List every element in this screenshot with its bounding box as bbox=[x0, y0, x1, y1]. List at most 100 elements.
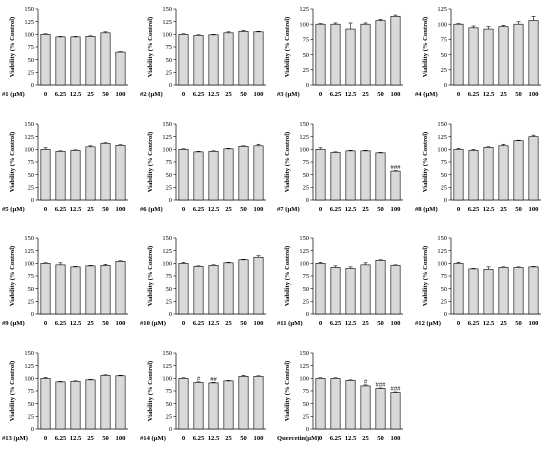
bar-0 bbox=[315, 377, 326, 429]
y-tick-label: 0 bbox=[31, 311, 34, 318]
x-category-label: 0 bbox=[319, 435, 323, 442]
x-axis-label: #11 (µM) bbox=[277, 320, 303, 327]
y-axis-label: Viability (% Control) bbox=[9, 17, 16, 77]
bar-25 bbox=[223, 262, 233, 315]
y-tick-label: 100 bbox=[299, 21, 309, 28]
x-category-label: 6.25 bbox=[467, 320, 479, 327]
y-tick-label: 100 bbox=[24, 32, 34, 39]
y-tick-label: 25 bbox=[440, 299, 446, 306]
bar-12.5 bbox=[208, 265, 218, 315]
significance-mark: ### bbox=[376, 381, 387, 388]
y-tick-label: 0 bbox=[31, 197, 34, 204]
bar-12.5 bbox=[345, 268, 356, 315]
bar-25 bbox=[360, 150, 371, 200]
x-category-label: 12.5 bbox=[207, 206, 219, 213]
chart-panel-6: 0 25 50 75 100 125 150 Viability (% Control) 0 6.… bbox=[140, 121, 266, 213]
bar-25 bbox=[223, 380, 233, 429]
bar-6.25 bbox=[330, 23, 341, 86]
bar-50 bbox=[238, 375, 248, 429]
y-tick-label: 75 bbox=[440, 273, 446, 280]
y-tick-label: 100 bbox=[24, 146, 34, 153]
bar-25 bbox=[85, 36, 96, 86]
y-tick-label: 50 bbox=[28, 171, 34, 178]
x-category-label: 50 bbox=[240, 206, 247, 213]
y-axis-label: Viability (% Control) bbox=[147, 246, 154, 306]
y-tick-label: 125 bbox=[437, 133, 447, 140]
bar-100 bbox=[528, 135, 538, 200]
significance-mark: # bbox=[196, 375, 200, 382]
x-category-label: 100 bbox=[253, 320, 264, 327]
bar-12.5 bbox=[70, 36, 81, 86]
x-category-label: 25 bbox=[225, 320, 232, 327]
y-tick-label: 50 bbox=[440, 52, 446, 59]
x-axis-label: #7 (µM) bbox=[277, 206, 300, 213]
x-category-label: 50 bbox=[102, 320, 109, 327]
y-tick-label: 75 bbox=[165, 159, 171, 166]
y-tick-label: 150 bbox=[162, 350, 172, 357]
x-category-label: 0 bbox=[456, 91, 460, 98]
x-category-label: 25 bbox=[225, 91, 232, 98]
y-axis-label: Viability (% Control) bbox=[284, 246, 291, 306]
y-tick-label: 0 bbox=[168, 82, 171, 89]
bar-0 bbox=[40, 377, 51, 429]
x-axis-label: Quercetin(µM) bbox=[277, 435, 320, 442]
y-tick-label: 25 bbox=[28, 299, 34, 306]
chart-panel-13: 0 25 50 75 100 125 150 Viability (% Control) 0 6.… bbox=[2, 350, 128, 442]
x-category-label: 0 bbox=[44, 435, 48, 442]
bar-50 bbox=[100, 142, 111, 200]
x-axis-label: #12 (µM) bbox=[415, 320, 441, 327]
y-tick-label: 75 bbox=[303, 159, 309, 166]
y-tick-label: 50 bbox=[303, 400, 309, 407]
bar-50 bbox=[375, 387, 386, 429]
x-category-label: 50 bbox=[240, 91, 247, 98]
y-tick-label: 25 bbox=[303, 184, 309, 191]
y-tick-label: 125 bbox=[24, 133, 34, 140]
bar-12.5 bbox=[345, 379, 356, 429]
bar-25 bbox=[223, 32, 233, 86]
bar-50 bbox=[100, 265, 111, 315]
y-tick-label: 75 bbox=[303, 273, 309, 280]
y-tick-label: 25 bbox=[28, 70, 34, 77]
chart-panel-11: 0 25 50 75 100 125 150 Viability (% Control) 0 6.… bbox=[277, 235, 403, 327]
y-tick-label: 0 bbox=[31, 82, 34, 89]
bar-6.25 bbox=[55, 264, 66, 315]
y-tick-label: 50 bbox=[165, 171, 171, 178]
y-tick-label: 50 bbox=[165, 57, 171, 64]
x-axis-label: #2 (µM) bbox=[140, 91, 163, 98]
x-category-label: 0 bbox=[44, 91, 48, 98]
x-axis-label: #4 (µM) bbox=[415, 91, 438, 98]
x-category-label: 6.25 bbox=[192, 91, 204, 98]
y-tick-label: 75 bbox=[165, 44, 171, 51]
bar-25 bbox=[498, 26, 508, 86]
y-tick-label: 25 bbox=[440, 184, 446, 191]
x-axis-label: #1 (µM) bbox=[2, 91, 25, 98]
bar-12.5 bbox=[345, 150, 356, 200]
x-category-label: 0 bbox=[181, 435, 185, 442]
x-axis-label: #3 (µM) bbox=[277, 91, 300, 98]
y-axis-label: Viability (% Control) bbox=[284, 131, 291, 191]
bar-25 bbox=[360, 23, 371, 86]
y-tick-label: 150 bbox=[162, 121, 172, 128]
x-category-label: 6.25 bbox=[330, 206, 342, 213]
y-tick-label: 0 bbox=[168, 197, 171, 204]
x-category-label: 6.25 bbox=[330, 320, 342, 327]
y-tick-label: 75 bbox=[440, 159, 446, 166]
y-tick-label: 50 bbox=[165, 286, 171, 293]
y-axis-label: Viability (% Control) bbox=[147, 17, 154, 77]
x-category-label: 50 bbox=[102, 435, 109, 442]
bar-100 bbox=[390, 15, 401, 86]
x-category-label: 25 bbox=[87, 91, 94, 98]
x-category-label: 50 bbox=[377, 320, 384, 327]
x-category-label: 100 bbox=[391, 320, 402, 327]
x-category-label: 100 bbox=[528, 320, 539, 327]
x-category-label: 12.5 bbox=[482, 206, 494, 213]
y-axis-label: Viability (% Control) bbox=[422, 246, 429, 306]
bar-6.25 bbox=[55, 381, 66, 429]
y-tick-label: 0 bbox=[168, 311, 171, 318]
y-tick-label: 25 bbox=[303, 67, 309, 74]
x-category-label: 12.5 bbox=[207, 435, 219, 442]
y-tick-label: 0 bbox=[306, 82, 309, 89]
y-tick-label: 25 bbox=[165, 184, 171, 191]
y-tick-label: 125 bbox=[24, 362, 34, 369]
